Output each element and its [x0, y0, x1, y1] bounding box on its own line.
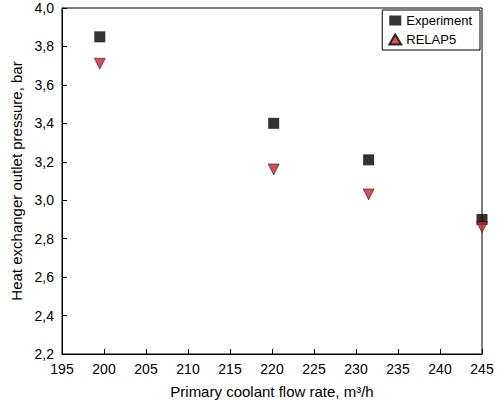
svg-text:3,4: 3,4	[35, 115, 55, 131]
svg-text:Experiment: Experiment	[406, 13, 472, 28]
svg-text:215: 215	[218, 361, 242, 377]
svg-text:4,0: 4,0	[35, 0, 55, 16]
svg-text:2,2: 2,2	[35, 346, 55, 362]
svg-text:230: 230	[344, 361, 368, 377]
svg-text:195: 195	[50, 361, 74, 377]
svg-text:240: 240	[428, 361, 452, 377]
svg-text:RELAP5: RELAP5	[406, 32, 456, 47]
svg-text:200: 200	[92, 361, 116, 377]
svg-text:3,6: 3,6	[35, 77, 55, 93]
svg-text:235: 235	[386, 361, 410, 377]
svg-text:Heat exchanger outlet pressure: Heat exchanger outlet pressure, bar	[8, 61, 25, 300]
svg-text:205: 205	[134, 361, 158, 377]
svg-text:2,4: 2,4	[35, 308, 55, 324]
svg-text:245: 245	[470, 361, 494, 377]
svg-text:3,8: 3,8	[35, 38, 55, 54]
svg-text:225: 225	[302, 361, 326, 377]
svg-text:3,0: 3,0	[35, 192, 55, 208]
svg-text:Primary coolant flow rate, m³/: Primary coolant flow rate, m³/h	[170, 383, 373, 400]
svg-text:3,2: 3,2	[35, 154, 55, 170]
svg-text:220: 220	[260, 361, 284, 377]
svg-text:2,6: 2,6	[35, 269, 55, 285]
svg-text:2,8: 2,8	[35, 231, 55, 247]
svg-text:210: 210	[176, 361, 200, 377]
